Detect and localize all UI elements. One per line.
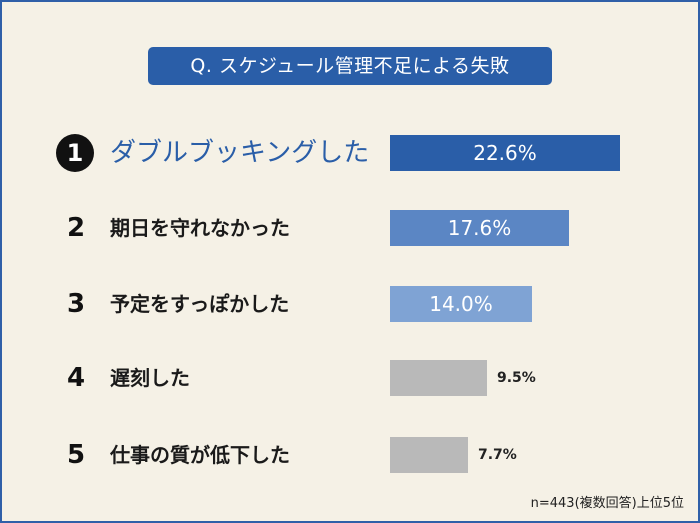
bar: 17.6%	[390, 210, 569, 246]
bar-row: 5 仕事の質が低下した 7.7%	[0, 435, 700, 475]
value-label: 17.6%	[447, 216, 512, 240]
category-label: 期日を守れなかった	[110, 216, 290, 240]
sample-note: n=443(複数回答)上位5位	[530, 496, 684, 511]
bar: 7.7%	[390, 437, 517, 473]
category-label: 仕事の質が低下した	[110, 443, 290, 467]
bar-row: 3 予定をすっぽかした 14.0%	[0, 284, 700, 324]
category-label: 予定をすっぽかした	[110, 292, 290, 316]
bar: 9.5%	[390, 360, 536, 396]
rank-label: 4	[66, 363, 86, 393]
bar-row: 2 期日を守れなかった 17.6%	[0, 208, 700, 248]
chart-title: Q. スケジュール管理不足による失敗	[148, 47, 552, 85]
value-label: 7.7%	[478, 447, 517, 463]
rank-label: 3	[66, 289, 86, 319]
rank-label: 5	[66, 440, 86, 470]
value-label: 14.0%	[429, 292, 493, 316]
bar-row: 4 遅刻した 9.5%	[0, 358, 700, 398]
rank-label: 1	[56, 134, 94, 172]
category-label: ダブルブッキングした	[110, 138, 370, 168]
value-label: 22.6%	[473, 141, 537, 165]
value-label: 9.5%	[497, 370, 536, 386]
bar: 14.0%	[390, 286, 532, 322]
bar: 22.6%	[390, 135, 620, 171]
rank-label: 2	[66, 213, 86, 243]
bar-row: 1 ダブルブッキングした 22.6%	[0, 133, 700, 173]
category-label: 遅刻した	[110, 366, 190, 390]
